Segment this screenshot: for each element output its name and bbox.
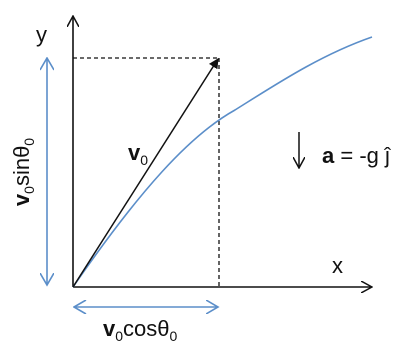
vertical-sin-term: sinθ <box>9 145 34 187</box>
velocity-symbol: v <box>128 140 141 165</box>
horizontal-component-label: v0cosθ0 <box>103 316 177 344</box>
velocity-vector-label: v0 <box>128 140 148 168</box>
vertical-theta-subscript: 0 <box>21 137 37 146</box>
vertical-v-subscript: 0 <box>21 186 37 194</box>
x-axis-label: x <box>332 253 343 278</box>
horizontal-v-symbol: v <box>103 316 116 341</box>
acceleration-symbol: a <box>322 143 335 168</box>
trajectory-curve <box>72 36 373 288</box>
velocity-subscript: 0 <box>140 152 149 168</box>
vertical-v-symbol: v <box>9 193 34 207</box>
y-axis-label: y <box>36 22 47 47</box>
horizontal-cos-term: cosθ <box>123 316 170 341</box>
horizontal-theta-subscript: 0 <box>169 328 178 344</box>
horizontal-v-subscript: 0 <box>115 328 124 344</box>
acceleration-expression: = -g ĵ <box>334 143 390 168</box>
velocity-vector-arrow <box>72 58 219 288</box>
acceleration-label: a = -g ĵ <box>322 143 390 169</box>
vertical-component-label: v0sinθ0 <box>9 138 37 206</box>
